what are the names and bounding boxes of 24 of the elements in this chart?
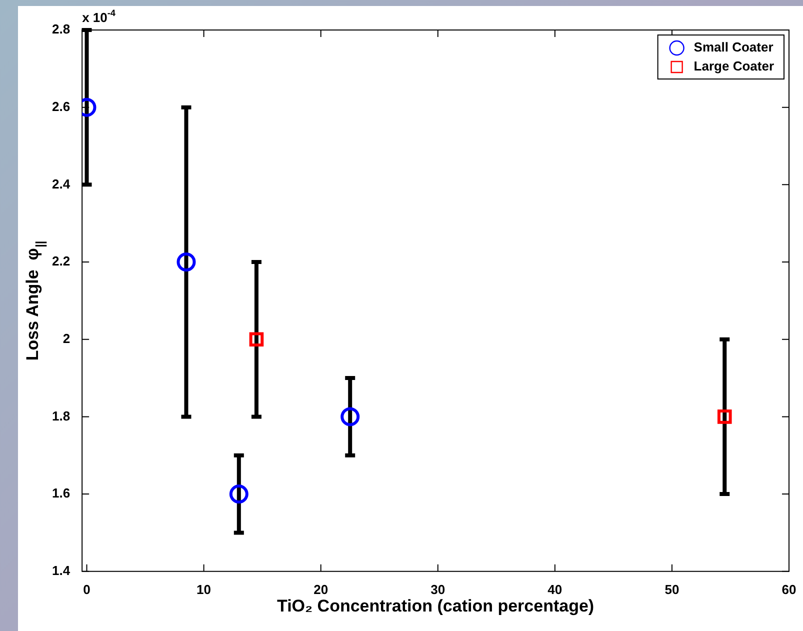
x-axis-title: TiO₂ Concentration (cation percentage) (277, 596, 594, 616)
x-tick-label: 50 (664, 582, 680, 597)
point (229, 484, 248, 504)
y-tick-label: 2.4 (52, 176, 71, 192)
legend-label: Large Coater (694, 58, 774, 74)
y-tick-label: 1.6 (52, 486, 70, 501)
point (717, 410, 732, 424)
y-axis-title: Loss Angle φ|| (23, 240, 48, 361)
y-tick-label: 2.8 (52, 22, 70, 37)
x-tick-label: 30 (430, 582, 446, 597)
point (176, 252, 196, 272)
y-tick-label: 1.4 (52, 562, 71, 578)
x-tick-label: 60 (782, 582, 796, 597)
x-tick-label: 20 (314, 582, 328, 597)
point (340, 407, 360, 426)
y-tick-label: 2.2 (52, 254, 70, 269)
point (249, 332, 264, 347)
y-tick-label: 1.8 (52, 408, 70, 424)
x-tick-label: 0 (83, 582, 90, 597)
x-tick-label: 10 (196, 582, 212, 597)
x-tick-label: 40 (548, 582, 562, 597)
y-tick-label: 2.6 (52, 98, 70, 114)
y-tick-label: 2 (62, 330, 70, 346)
legend-label: Small Coater (694, 40, 774, 55)
